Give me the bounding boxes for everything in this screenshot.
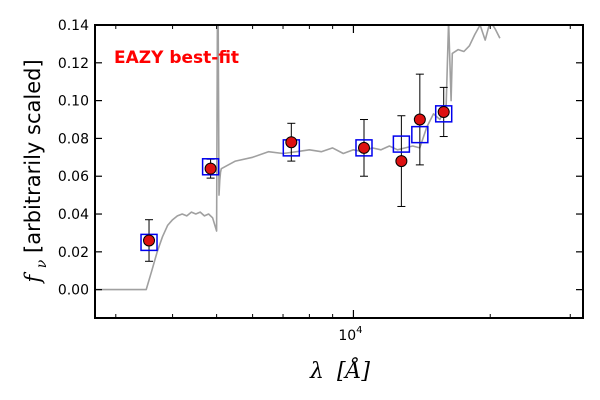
y-tick-label: 0.02 bbox=[58, 245, 89, 261]
plot-frame bbox=[94, 24, 584, 319]
y-tick-label: 0.00 bbox=[58, 283, 89, 299]
y-tick-label: 0.06 bbox=[58, 169, 89, 185]
y-axis-label-subscript: ν bbox=[34, 259, 50, 268]
x-axis-label-unit: [Å] bbox=[337, 356, 370, 384]
observed-point bbox=[357, 141, 370, 154]
y-axis-label-text: [arbitrarily scaled] bbox=[21, 59, 45, 253]
x-axis-label-symbol: λ bbox=[309, 359, 324, 384]
model-spectrum-line bbox=[95, 25, 501, 291]
model-photometry-box bbox=[140, 233, 158, 252]
y-axis-ticks: 0.00 0.02 0.04 0.06 0.08 0.10 0.12 0.14 bbox=[58, 18, 583, 299]
y-tick-label: 0.10 bbox=[58, 94, 89, 110]
model-photometry-box bbox=[392, 135, 411, 153]
observed-point bbox=[143, 234, 156, 247]
y-tick-label: 0.12 bbox=[58, 56, 89, 72]
model-photometry-box bbox=[434, 105, 453, 123]
y-tick-label: 0.04 bbox=[58, 207, 89, 223]
y-tick-label: 0.14 bbox=[58, 18, 89, 34]
y-axis-label: f ν [arbitrarily scaled] bbox=[21, 59, 51, 284]
observed-point bbox=[204, 162, 217, 175]
model-photometry-box bbox=[411, 125, 429, 144]
x-axis-label: λ [Å] bbox=[309, 356, 370, 384]
annotation-label: EAZY best-fit bbox=[114, 48, 239, 68]
model-photometry-box bbox=[355, 139, 373, 157]
observed-point bbox=[285, 136, 298, 149]
axes-frame bbox=[94, 24, 584, 319]
y-axis-label-symbol: f bbox=[21, 272, 45, 285]
observed-point bbox=[413, 113, 426, 126]
y-tick-label: 0.08 bbox=[58, 131, 89, 147]
x-tick-label-exponent: 4 bbox=[356, 325, 362, 336]
observed-point bbox=[437, 105, 450, 118]
observed-point bbox=[395, 155, 408, 168]
plot-area bbox=[95, 25, 501, 291]
model-photometry-box bbox=[201, 158, 220, 176]
